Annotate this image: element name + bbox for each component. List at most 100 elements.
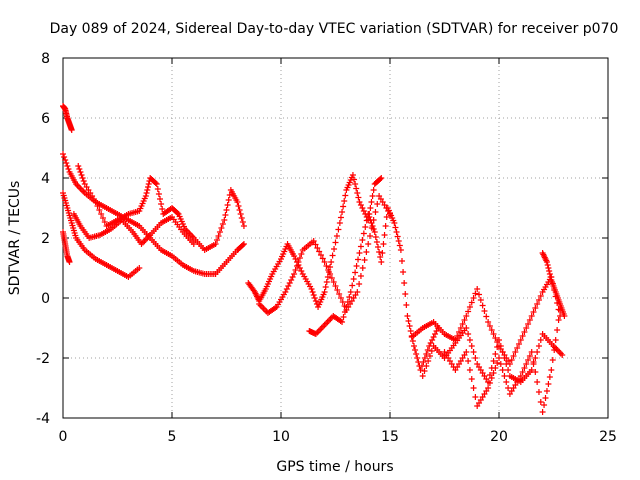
series-track-h [256,193,393,316]
data-point [537,337,544,343]
data-point [378,175,385,181]
data-point [396,242,403,249]
data-point [336,220,343,226]
chart-title: Day 089 of 2024, Sidereal Day-to-day VTE… [50,21,619,37]
data-point [417,367,424,373]
data-point [369,193,376,199]
data-point [534,349,541,355]
data-point [323,263,330,269]
data-point [332,283,339,289]
data-point [343,304,350,310]
data-point [492,365,499,371]
data-point [328,275,335,281]
data-point [428,348,435,354]
series-track-d [60,229,73,265]
data-point [376,249,383,255]
data-point [77,169,84,175]
data-point [372,209,379,215]
data-point [356,199,363,205]
data-point [544,262,551,268]
data-point [98,211,105,217]
x-axis-label: GPS time / hours [276,459,393,475]
data-point [283,286,290,292]
data-point [222,212,229,218]
data-point [466,304,473,310]
data-point [472,394,479,400]
data-point [322,284,329,290]
data-point [559,352,566,358]
data-point [534,379,541,385]
data-point [240,241,247,247]
data-point [240,223,247,229]
series-track-l [441,307,564,415]
data-point [425,358,432,364]
data-point [537,399,544,405]
data-point [393,229,400,235]
data-point [353,263,360,269]
data-point [340,203,347,210]
data-point [375,244,382,250]
data-point [472,290,479,297]
data-point [468,376,475,382]
data-point [346,294,353,300]
data-point [414,355,421,361]
data-point [309,289,316,295]
data-point [477,297,484,303]
data-point [356,281,363,287]
data-point [310,292,317,298]
data-point [361,257,368,263]
data-point [352,269,359,276]
data-point [370,187,377,193]
data-point [235,203,242,209]
data-point [547,274,554,280]
data-point [349,172,356,178]
data-point [382,223,389,229]
data-point [75,163,82,169]
data-point [238,215,245,221]
data-point [549,357,556,363]
x-tick-label: 10 [272,429,290,445]
data-point [481,308,488,314]
data-point [366,214,373,220]
data-point [316,248,323,255]
data-point [359,265,366,271]
data-point [552,337,559,343]
marker-layer [60,103,568,415]
data-point [373,239,380,245]
data-point [371,229,378,235]
data-point [298,251,305,257]
data-point [214,237,221,243]
data-point [505,367,512,373]
data-point [392,224,399,231]
data-point [545,265,552,271]
data-point [503,379,510,385]
data-point [334,287,341,293]
data-point [288,277,295,283]
data-point [328,259,335,265]
data-point [330,279,337,285]
data-point [470,349,477,355]
data-point [486,380,493,386]
data-point [391,220,398,226]
y-tick-label: 4 [41,171,50,187]
data-point [369,223,376,229]
data-point [340,314,347,320]
data-point [368,220,375,226]
data-point [465,358,472,364]
data-point [523,361,530,367]
y-axis-label: SDTVAR / TECUs [7,181,23,296]
data-point [488,327,495,333]
data-point [101,219,108,225]
data-point [505,385,512,391]
data-point [466,337,473,343]
data-point [403,302,410,308]
data-point [401,280,408,286]
data-point [463,325,470,331]
data-point [466,367,473,373]
data-point [546,268,553,274]
data-point [468,343,475,349]
data-point [497,361,504,367]
data-point [68,127,75,133]
data-point [461,317,468,323]
